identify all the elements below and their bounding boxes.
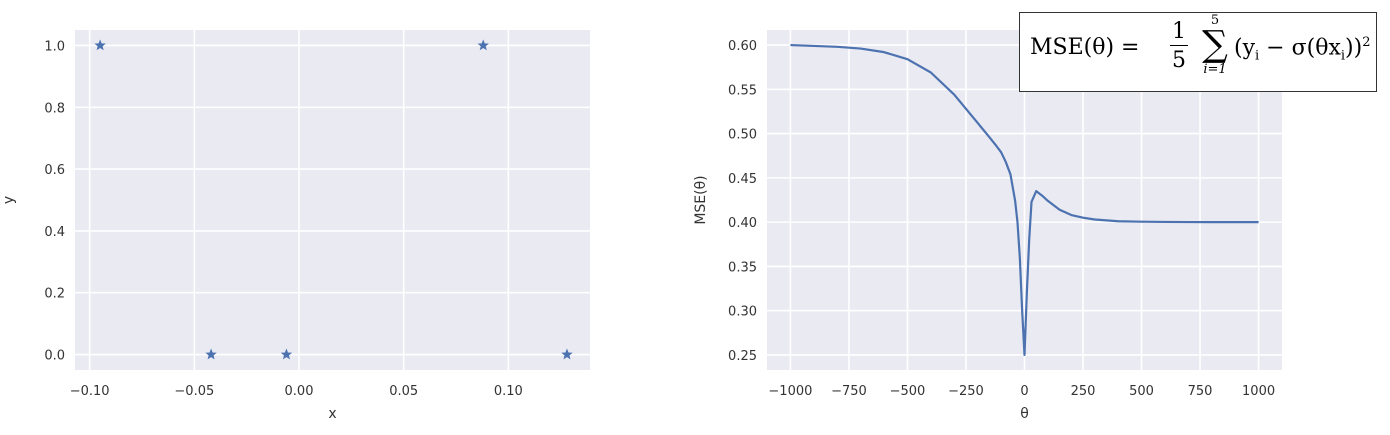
line-y-tick-label: 0.30 [728, 305, 757, 320]
line-y-tick-label: 0.25 [728, 349, 757, 364]
body-open: (y [1234, 35, 1256, 61]
scatter-x-tick-label: 0.00 [285, 384, 314, 399]
line-x-tick-label: 0 [1020, 384, 1028, 399]
line-x-tick-label: −500 [890, 384, 926, 399]
line-x-tick-label: 1000 [1242, 384, 1275, 399]
line-y-tick-label: 0.50 [728, 128, 757, 143]
formula-numerator: 1 [1172, 19, 1186, 44]
line-x-tick-label: 500 [1129, 384, 1154, 399]
scatter-y-tick-label: 0.4 [44, 225, 65, 240]
formula-label: MSE(θ) = [1030, 35, 1140, 60]
fraction-bar [1170, 45, 1188, 46]
scatter-x-tick-label: −0.05 [174, 384, 214, 399]
scatter-x-tick-label: 0.05 [389, 384, 418, 399]
line-x-tick-label: 750 [1188, 384, 1213, 399]
scatter-point [94, 39, 106, 51]
body-mid: − σ(θx [1259, 35, 1341, 61]
line-x-tick-label: 250 [1071, 384, 1096, 399]
mse-series-line [790, 43, 1259, 357]
scatter-x-tick-label: 0.10 [494, 384, 523, 399]
scatter-chart: −0.10 −0.05 0.00 0.05 0.10 0.0 0.2 0.4 0.6 0.8 1.0… [1, 30, 590, 422]
body-close: )) [1345, 35, 1363, 61]
body-subscript: i [1255, 48, 1260, 64]
line-x-axis-label: θ [1020, 406, 1029, 422]
line-y-tick-label: 0.45 [728, 172, 757, 187]
scatter-point [205, 348, 217, 360]
line-y-tick-label: 0.35 [728, 260, 757, 275]
scatter-y-tick-label: 0.0 [44, 349, 65, 364]
line-y-tick-label: 0.40 [728, 216, 757, 231]
line-x-tick-label: −750 [831, 384, 867, 399]
scatter-point [477, 39, 489, 51]
line-y-tick-label: 0.60 [728, 39, 757, 54]
body-subscript-2: i [1340, 48, 1346, 64]
scatter-y-tick-label: 1.0 [44, 39, 65, 54]
scatter-point [280, 348, 293, 360]
line-y-axis-label: MSE(θ) [693, 175, 709, 224]
scatter-y-axis-label: y [1, 196, 17, 204]
scatter-x-axis-label: x [328, 406, 336, 422]
scatter-x-tick-label: −0.10 [70, 384, 110, 399]
formula-summation: 5 ∑ i=1 [1198, 14, 1232, 78]
scatter-y-tick-label: 0.2 [44, 287, 65, 302]
mse-formula-box: MSE(θ) = 1 5 5 ∑ i=1 (yi − σ(θxi))2 [1019, 12, 1377, 92]
scatter-y-tick-label: 0.6 [44, 163, 65, 178]
sum-lower-limit: i=1 [1203, 62, 1227, 77]
formula-exponent: 2 [1362, 35, 1371, 50]
line-y-tick-label: 0.55 [728, 83, 757, 98]
formula-body: (yi − σ(θxi))2 [1234, 35, 1371, 64]
scatter-y-tick-label: 0.8 [44, 101, 65, 116]
scatter-point [561, 348, 573, 360]
sigma-symbol: ∑ [1202, 24, 1228, 65]
line-x-tick-label: −1000 [768, 384, 812, 399]
scatter-plot-area [75, 30, 590, 370]
formula-fraction: 1 5 [1168, 19, 1190, 76]
line-x-tick-label: −250 [948, 384, 984, 399]
formula-denominator: 5 [1172, 48, 1186, 73]
sum-upper-limit: 5 [1210, 13, 1220, 28]
